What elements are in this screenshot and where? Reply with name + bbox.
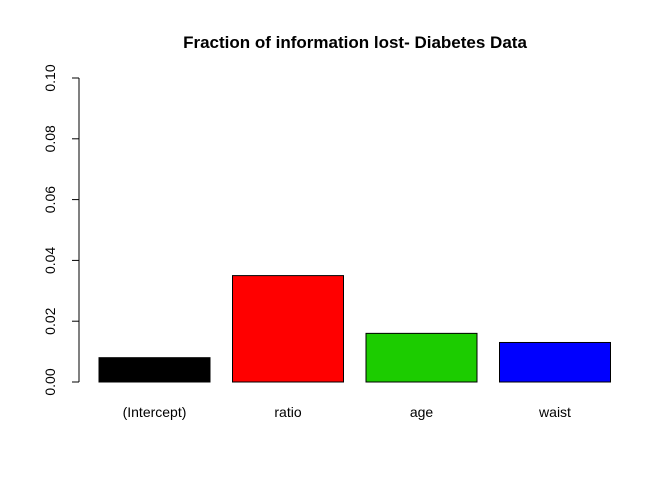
bar [365, 332, 478, 383]
y-tick-label: 0.00 [42, 368, 58, 395]
bar [499, 341, 611, 383]
bar [232, 275, 344, 383]
y-tick-label: 0.10 [42, 64, 58, 91]
y-tick-label: 0.02 [42, 307, 58, 334]
x-category-label: ratio [274, 404, 301, 420]
y-axis: 0.00 0.02 0.04 0.06 0.08 0.10 [42, 64, 79, 396]
y-tick-label: 0.08 [42, 125, 58, 152]
bar [98, 357, 211, 383]
x-category-label: age [410, 404, 434, 420]
x-category-label: waist [538, 404, 571, 420]
y-tick-label: 0.06 [42, 186, 58, 213]
x-axis-labels: (Intercept) ratio age waist [123, 404, 571, 420]
chart-title: Fraction of information lost- Diabetes D… [183, 33, 527, 52]
y-tick-label: 0.04 [42, 247, 58, 274]
bars [98, 275, 611, 383]
x-category-label: (Intercept) [123, 404, 187, 420]
